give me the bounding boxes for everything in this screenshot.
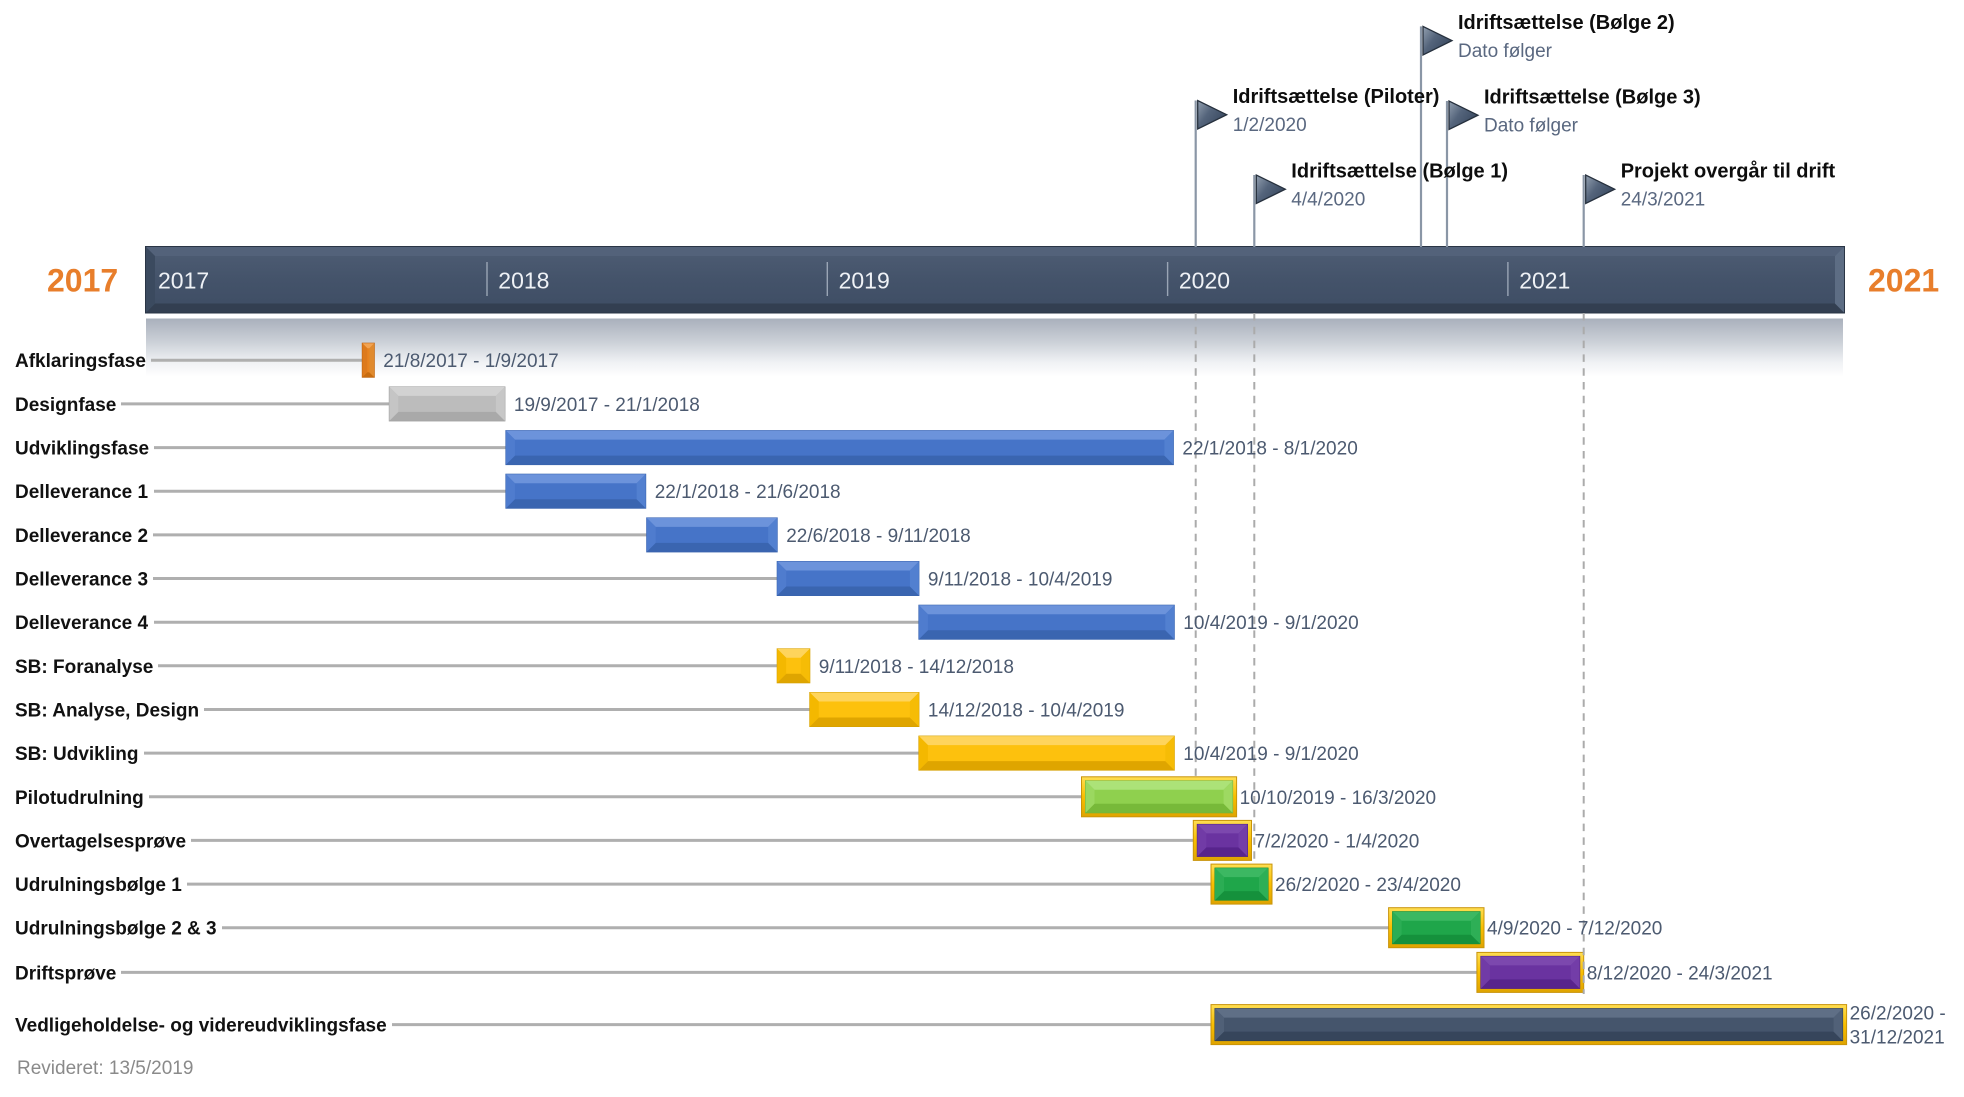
svg-text:SB: Foranalyse: SB: Foranalyse <box>15 657 153 678</box>
svg-text:Udrulningsbølge 2 & 3: Udrulningsbølge 2 & 3 <box>15 919 217 940</box>
svg-text:Revideret: 13/5/2019: Revideret: 13/5/2019 <box>17 1058 193 1079</box>
svg-text:Idriftsættelse (Bølge 3): Idriftsættelse (Bølge 3) <box>1484 87 1701 109</box>
svg-text:14/12/2018 - 10/4/2019: 14/12/2018 - 10/4/2019 <box>928 701 1125 722</box>
svg-text:7/2/2020 - 1/4/2020: 7/2/2020 - 1/4/2020 <box>1255 831 1420 852</box>
svg-text:2021: 2021 <box>1519 268 1570 294</box>
svg-text:26/2/2020 - 23/4/2020: 26/2/2020 - 23/4/2020 <box>1275 875 1461 896</box>
svg-text:Pilotudrulning: Pilotudrulning <box>15 788 144 809</box>
svg-text:2017: 2017 <box>47 263 118 299</box>
svg-text:26/2/2020 -: 26/2/2020 - <box>1850 1004 1946 1025</box>
svg-text:10/4/2019 - 9/1/2020: 10/4/2019 - 9/1/2020 <box>1183 613 1358 634</box>
svg-text:Idriftsættelse (Bølge 2): Idriftsættelse (Bølge 2) <box>1458 12 1675 34</box>
svg-text:22/6/2018 - 9/11/2018: 22/6/2018 - 9/11/2018 <box>786 526 971 547</box>
svg-text:Dato følger: Dato følger <box>1484 116 1579 137</box>
svg-text:8/12/2020 - 24/3/2021: 8/12/2020 - 24/3/2021 <box>1587 963 1773 984</box>
svg-text:1/2/2020: 1/2/2020 <box>1233 115 1307 136</box>
svg-text:2017: 2017 <box>158 268 209 294</box>
svg-text:2021: 2021 <box>1868 263 1939 299</box>
svg-text:Designfase: Designfase <box>15 395 116 416</box>
svg-text:SB: Udvikling: SB: Udvikling <box>15 744 139 765</box>
svg-text:2019: 2019 <box>839 268 890 294</box>
svg-text:24/3/2021: 24/3/2021 <box>1621 190 1706 211</box>
svg-text:Projekt overgår til drift: Projekt overgår til drift <box>1621 160 1836 183</box>
svg-text:Vedligeholdelse- og videreudvi: Vedligeholdelse- og videreudviklingsfase <box>15 1016 387 1037</box>
svg-text:Afklaringsfase: Afklaringsfase <box>15 351 146 372</box>
svg-text:19/9/2017 - 21/1/2018: 19/9/2017 - 21/1/2018 <box>514 395 700 416</box>
svg-text:9/11/2018 - 14/12/2018: 9/11/2018 - 14/12/2018 <box>819 657 1014 678</box>
svg-text:22/1/2018 - 21/6/2018: 22/1/2018 - 21/6/2018 <box>655 482 841 503</box>
svg-text:Idriftsættelse (Bølge 1): Idriftsættelse (Bølge 1) <box>1291 161 1508 183</box>
svg-text:Overtagelsesprøve: Overtagelsesprøve <box>15 831 186 852</box>
svg-text:SB: Analyse, Design: SB: Analyse, Design <box>15 701 199 722</box>
svg-text:10/4/2019 - 9/1/2020: 10/4/2019 - 9/1/2020 <box>1183 744 1358 765</box>
svg-text:Delleverance 3: Delleverance 3 <box>15 570 148 591</box>
svg-text:Dato følger: Dato følger <box>1458 41 1553 62</box>
svg-text:Idriftsættelse (Piloter): Idriftsættelse (Piloter) <box>1233 86 1440 108</box>
svg-text:9/11/2018 - 10/4/2019: 9/11/2018 - 10/4/2019 <box>928 570 1113 591</box>
svg-text:Delleverance 1: Delleverance 1 <box>15 482 149 503</box>
svg-text:4/4/2020: 4/4/2020 <box>1291 190 1365 211</box>
svg-text:21/8/2017 - 1/9/2017: 21/8/2017 - 1/9/2017 <box>383 351 558 372</box>
svg-text:4/9/2020 - 7/12/2020: 4/9/2020 - 7/12/2020 <box>1487 919 1662 940</box>
svg-text:Udviklingsfase: Udviklingsfase <box>15 439 149 460</box>
svg-text:31/12/2021: 31/12/2021 <box>1850 1028 1945 1049</box>
svg-text:2020: 2020 <box>1179 268 1230 294</box>
svg-text:22/1/2018 - 8/1/2020: 22/1/2018 - 8/1/2020 <box>1182 439 1357 460</box>
svg-text:Udrulningsbølge 1: Udrulningsbølge 1 <box>15 875 182 896</box>
svg-text:Delleverance 2: Delleverance 2 <box>15 526 148 547</box>
svg-text:Driftsprøve: Driftsprøve <box>15 963 116 984</box>
svg-text:10/10/2019 - 16/3/2020: 10/10/2019 - 16/3/2020 <box>1240 788 1437 809</box>
svg-text:2018: 2018 <box>498 268 549 294</box>
svg-text:Delleverance 4: Delleverance 4 <box>15 613 149 634</box>
